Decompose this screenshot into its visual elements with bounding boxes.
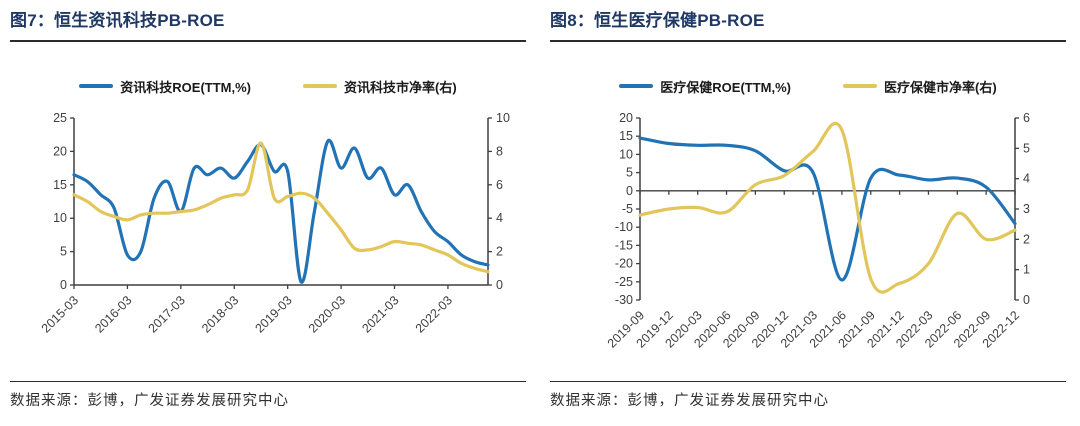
svg-text:6: 6 — [496, 178, 503, 192]
svg-text:2020-03: 2020-03 — [306, 293, 348, 335]
svg-text:25: 25 — [53, 111, 67, 125]
svg-text:2019-03: 2019-03 — [252, 293, 294, 335]
svg-text:10: 10 — [496, 111, 510, 125]
legend-label: 资讯科技市净率(右) — [344, 79, 457, 95]
svg-text:2: 2 — [496, 245, 503, 259]
svg-text:-5: -5 — [622, 202, 633, 216]
svg-text:4: 4 — [496, 211, 503, 225]
legend-label: 医疗保健市净率(右) — [884, 79, 997, 95]
svg-text:6: 6 — [1023, 111, 1030, 125]
svg-text:5: 5 — [60, 245, 67, 259]
svg-text:-30: -30 — [615, 293, 633, 307]
svg-text:15: 15 — [619, 129, 633, 143]
legend-label: 资讯科技ROE(TTM,%) — [120, 79, 252, 95]
legend-label: 医疗保健ROE(TTM,%) — [660, 79, 792, 95]
svg-text:3: 3 — [1023, 202, 1030, 216]
legend-line-swatch — [79, 84, 114, 88]
pb-roe-chart-healthcare: -30-25-20-15-10-50510152001234562019-092… — [605, 111, 1030, 351]
svg-text:2015-03: 2015-03 — [39, 293, 81, 335]
svg-text:8: 8 — [496, 144, 503, 158]
svg-text:2: 2 — [1023, 232, 1030, 246]
source-divider — [10, 381, 526, 382]
svg-text:-20: -20 — [615, 257, 633, 271]
svg-text:2017-03: 2017-03 — [146, 293, 188, 335]
svg-text:2022-03: 2022-03 — [413, 293, 455, 335]
legend-line-swatch — [843, 84, 878, 88]
title-divider — [550, 40, 1066, 42]
figure-7: 图7：恒生资讯科技PB-ROE 资讯科技ROE(TTM,%) 资讯科技市净率(右… — [10, 11, 526, 410]
source-divider — [550, 381, 1066, 382]
svg-text:2018-03: 2018-03 — [199, 293, 241, 335]
svg-text:0: 0 — [60, 278, 67, 292]
svg-text:-25: -25 — [615, 275, 633, 289]
chart-legend: 资讯科技ROE(TTM,%) 资讯科技市净率(右) — [10, 76, 526, 96]
svg-text:-15: -15 — [615, 238, 633, 252]
figure-8: 图8：恒生医疗保健PB-ROE 医疗保健ROE(TTM,%) 医疗保健市净率(右… — [540, 0, 1080, 426]
svg-text:10: 10 — [53, 211, 67, 225]
source-text: 数据来源：彭博，广发证券发展研究中心 — [550, 393, 829, 409]
svg-text:0: 0 — [626, 184, 633, 198]
title-divider — [10, 40, 526, 42]
legend-item: 资讯科技ROE(TTM,%) — [79, 77, 251, 96]
svg-text:0: 0 — [496, 278, 503, 292]
svg-text:5: 5 — [1023, 141, 1030, 155]
legend-line-swatch — [303, 84, 338, 88]
legend-line-swatch — [619, 84, 654, 88]
svg-text:20: 20 — [53, 144, 67, 158]
source-text: 数据来源：彭博，广发证券发展研究中心 — [10, 393, 289, 409]
svg-text:15: 15 — [53, 178, 67, 192]
source-block: 数据来源：彭博，广发证券发展研究中心 — [550, 381, 1066, 410]
figure-title: 图8：恒生医疗保健PB-ROE — [550, 11, 765, 30]
svg-text:5: 5 — [626, 166, 633, 180]
svg-text:1: 1 — [1023, 263, 1030, 277]
svg-text:2016-03: 2016-03 — [92, 293, 134, 335]
chart-legend: 医疗保健ROE(TTM,%) 医疗保健市净率(右) — [550, 76, 1066, 96]
svg-text:-10: -10 — [615, 220, 633, 234]
svg-text:20: 20 — [619, 111, 633, 125]
svg-text:2021-03: 2021-03 — [359, 293, 401, 335]
legend-item: 资讯科技市净率(右) — [303, 77, 457, 96]
svg-text:0: 0 — [1023, 293, 1030, 307]
svg-text:4: 4 — [1023, 172, 1030, 186]
legend-item: 医疗保健ROE(TTM,%) — [619, 77, 791, 96]
legend-item: 医疗保健市净率(右) — [843, 77, 997, 96]
svg-text:10: 10 — [619, 147, 633, 161]
figure-title: 图7：恒生资讯科技PB-ROE — [10, 11, 225, 30]
source-block: 数据来源：彭博，广发证券发展研究中心 — [10, 381, 526, 410]
pb-roe-chart-info-tech: 0 5 10 15 20 25 0 2 4 6 8 10 2015-03 2016-03 2017-03 20… — [39, 111, 510, 336]
